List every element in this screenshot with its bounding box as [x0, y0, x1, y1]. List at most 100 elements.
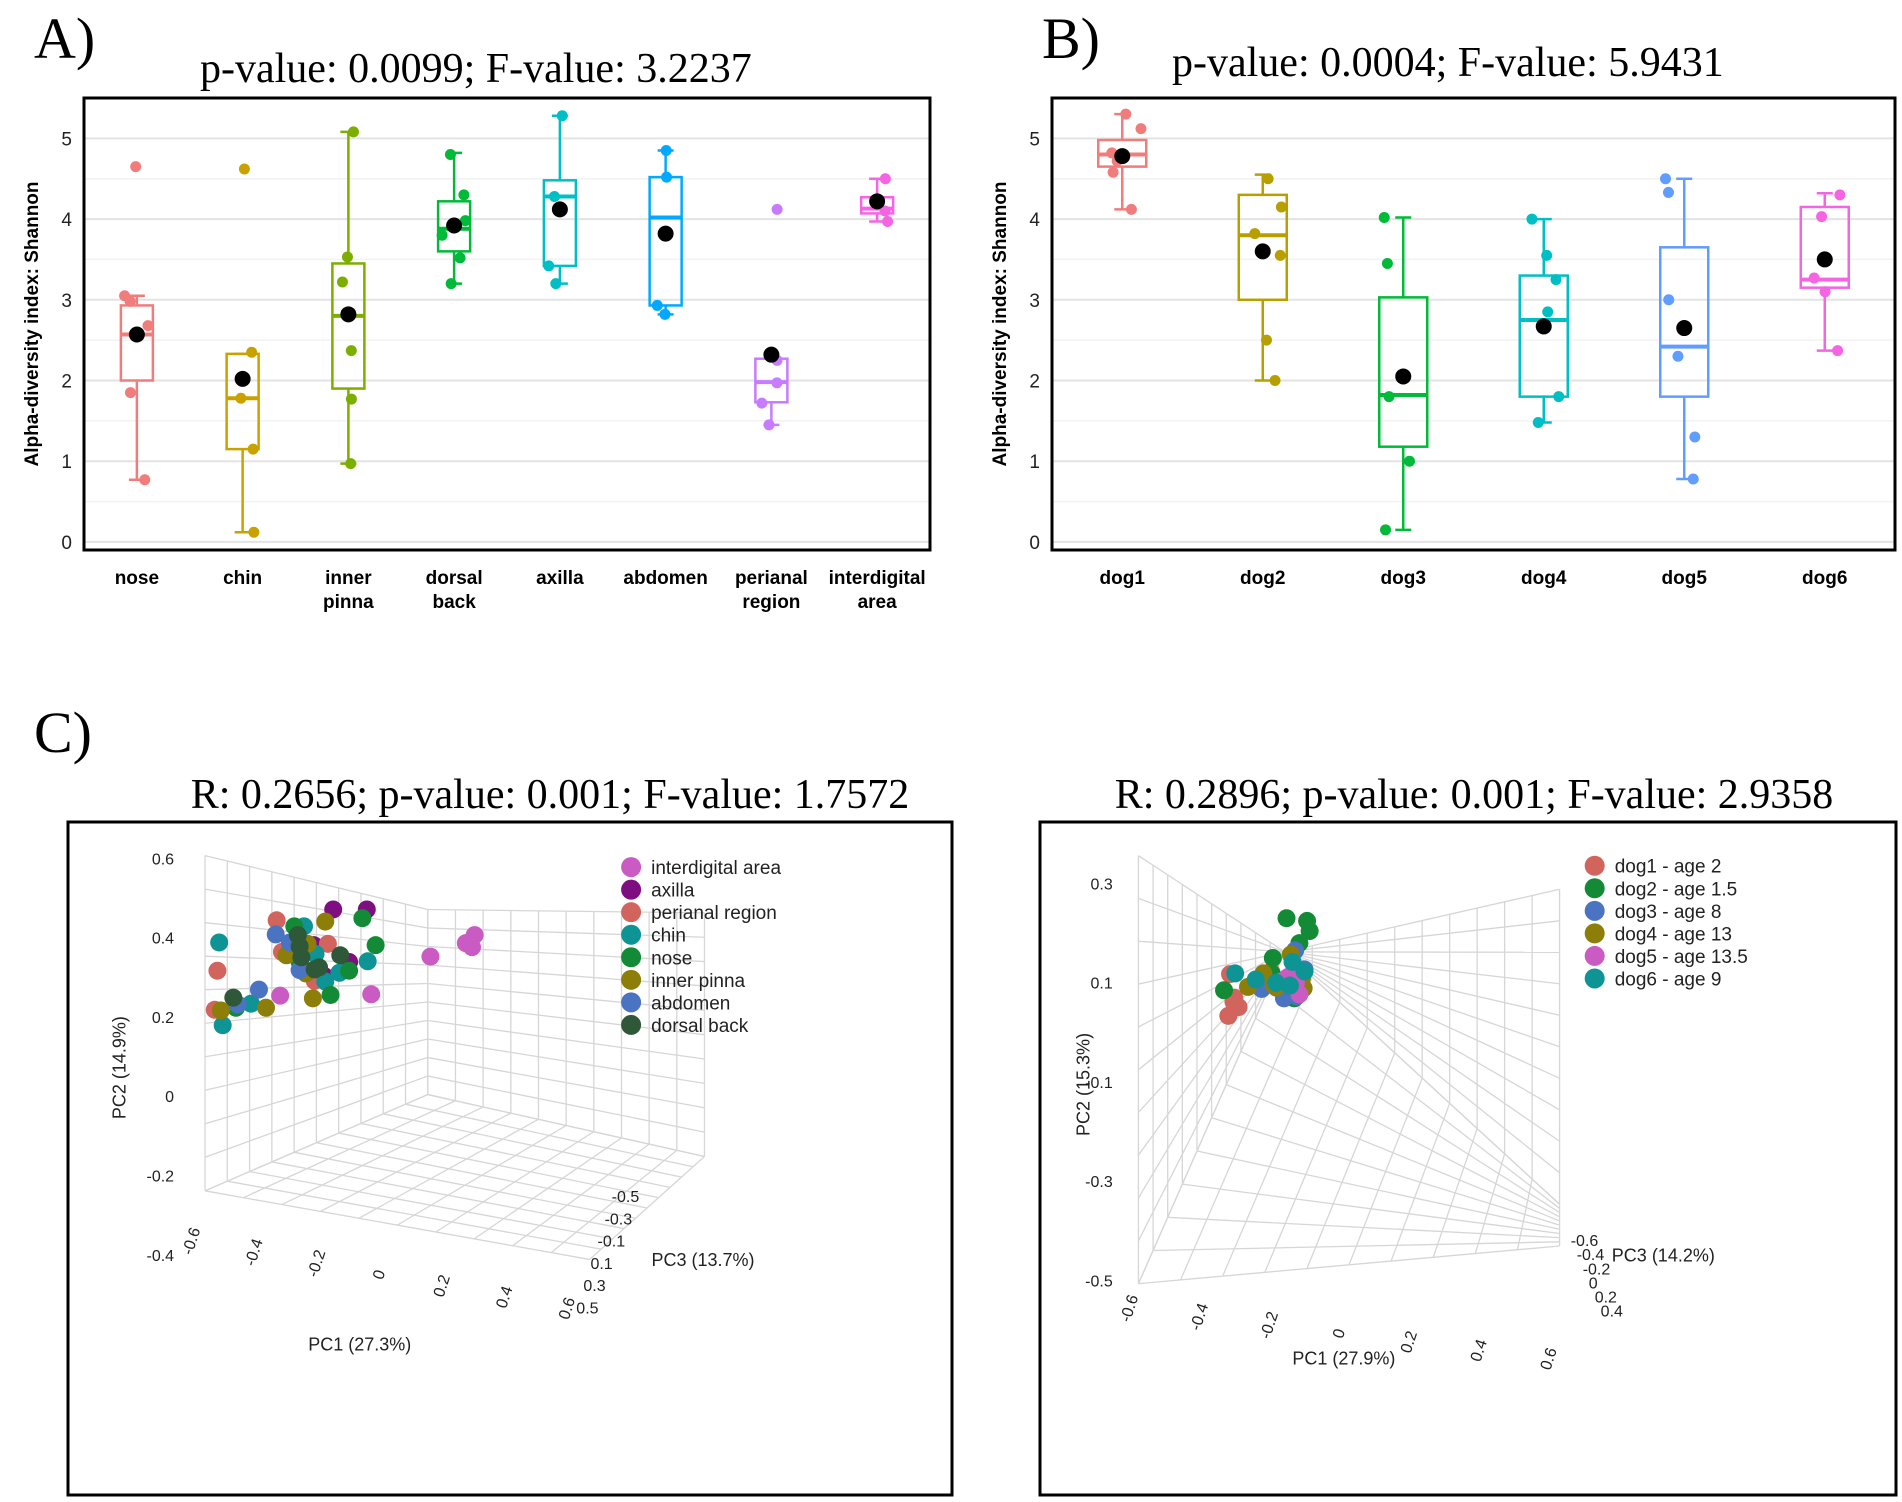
x-axis-label: PC1 (27.3%)	[308, 1334, 411, 1354]
grid-line	[1138, 897, 1286, 953]
y-tick-label: 3	[1029, 291, 1040, 312]
x-tick-label: chin	[223, 568, 262, 589]
x-tick-label: abdomen	[623, 568, 707, 589]
data-point	[345, 458, 357, 470]
x-tick-label: -0.4	[1187, 1301, 1212, 1333]
data-point	[130, 161, 142, 173]
x-tick-label: dog1	[1100, 568, 1146, 589]
grid-line	[383, 1113, 682, 1178]
x-tick-label: 0	[370, 1268, 389, 1282]
data-point	[661, 171, 673, 183]
data-point	[235, 392, 247, 404]
data-point	[341, 251, 353, 263]
data-point	[454, 252, 466, 264]
scatter-point	[288, 926, 307, 945]
grid-line	[1138, 951, 1285, 985]
legend-marker	[1584, 855, 1605, 876]
scatter-point	[241, 994, 260, 1013]
z-tick-label: -0.6	[1571, 1233, 1599, 1250]
scatter-point	[362, 985, 381, 1004]
x-tick-label: 0.6	[556, 1295, 579, 1322]
z-tick-label: 0.2	[1595, 1290, 1617, 1307]
grid-line	[1255, 1017, 1560, 1214]
z-tick-label: -0.3	[605, 1211, 633, 1228]
grid-line	[1284, 888, 1560, 953]
y-tick-label: -0.3	[1085, 1174, 1113, 1191]
x-tick-label: dorsal	[426, 568, 483, 589]
x-tick-label: -0.2	[1257, 1310, 1282, 1342]
grid-line	[1138, 855, 1286, 953]
x-tick-label: interdigital	[829, 568, 926, 589]
data-point	[660, 144, 672, 156]
legend-label: dog2 - age 1.5	[1615, 879, 1738, 900]
x-tick-label: nose	[115, 568, 159, 589]
mean-point	[1676, 320, 1693, 337]
legend-marker	[621, 857, 642, 878]
scatter-point	[331, 946, 350, 965]
x-tick-label: inner	[325, 568, 372, 589]
plot-border	[82, 96, 932, 552]
data-point	[1832, 345, 1844, 357]
data-point	[1808, 272, 1820, 284]
data-point	[436, 229, 448, 241]
legend-label: dog4 - age 13	[1615, 924, 1732, 945]
scatter-point	[211, 1001, 230, 1020]
chart-title: R: 0.2656; p-value: 0.001; F-value: 1.75…	[191, 772, 910, 818]
legend-label: abdomen	[651, 993, 730, 1014]
y-tick-label: -0.2	[147, 1169, 175, 1186]
mean-point	[1535, 318, 1552, 335]
y-tick-label: 1	[61, 452, 72, 473]
y-axis-label: PC2 (15.3%)	[1074, 1033, 1094, 1136]
legend-marker	[1584, 945, 1605, 966]
x-tick-label: dog6	[1802, 568, 1847, 589]
data-point	[1135, 123, 1147, 135]
box	[1378, 296, 1429, 448]
grid-line	[1348, 1077, 1423, 1266]
x-tick-label: dog4	[1521, 568, 1567, 589]
data-point	[1120, 108, 1132, 120]
data-point	[1819, 286, 1831, 298]
mean-point	[446, 217, 463, 234]
data-point	[336, 276, 348, 288]
grid-line	[1474, 1153, 1506, 1254]
y-tick-label: 0.3	[1091, 876, 1113, 893]
grid-line	[1138, 951, 1286, 1028]
grid-line	[1284, 951, 1560, 1048]
x-tick-label: -0.4	[242, 1237, 267, 1269]
panel-frame	[66, 820, 954, 1497]
data-point	[1816, 211, 1828, 223]
y-tick-label: 1	[1029, 452, 1040, 473]
mean-point	[340, 306, 357, 323]
scatter-point	[1280, 976, 1299, 995]
z-tick-label: -0.1	[598, 1234, 626, 1251]
legend-label: perianal region	[651, 903, 777, 924]
grid-line	[427, 908, 705, 914]
box	[436, 200, 472, 253]
box	[542, 179, 578, 268]
grid-line	[1284, 951, 1560, 1016]
data-point	[124, 295, 136, 307]
y-tick-label: 0.4	[152, 931, 174, 948]
data-point	[347, 126, 359, 138]
data-point	[1380, 524, 1392, 536]
data-point	[458, 189, 470, 201]
x-tick-label: back	[432, 592, 476, 613]
scatter-point	[1300, 922, 1319, 941]
data-point	[1662, 186, 1674, 198]
z-tick-label: -0.2	[1583, 1261, 1611, 1278]
grid-line	[360, 1122, 671, 1189]
panel-b-label: B)	[1042, 6, 1100, 71]
x-tick-label: -0.6	[180, 1225, 205, 1257]
data-point	[345, 345, 357, 357]
y-tick-label: 0.6	[152, 851, 174, 868]
panel-c-label: C)	[34, 700, 92, 765]
legend-marker	[621, 947, 642, 968]
z-tick-label: 0.3	[583, 1278, 605, 1295]
y-tick-label: 4	[1029, 210, 1040, 231]
data-point	[771, 377, 783, 389]
grid-line	[1390, 1103, 1451, 1262]
box	[119, 304, 155, 382]
data-point	[1275, 201, 1287, 213]
box	[225, 352, 260, 451]
